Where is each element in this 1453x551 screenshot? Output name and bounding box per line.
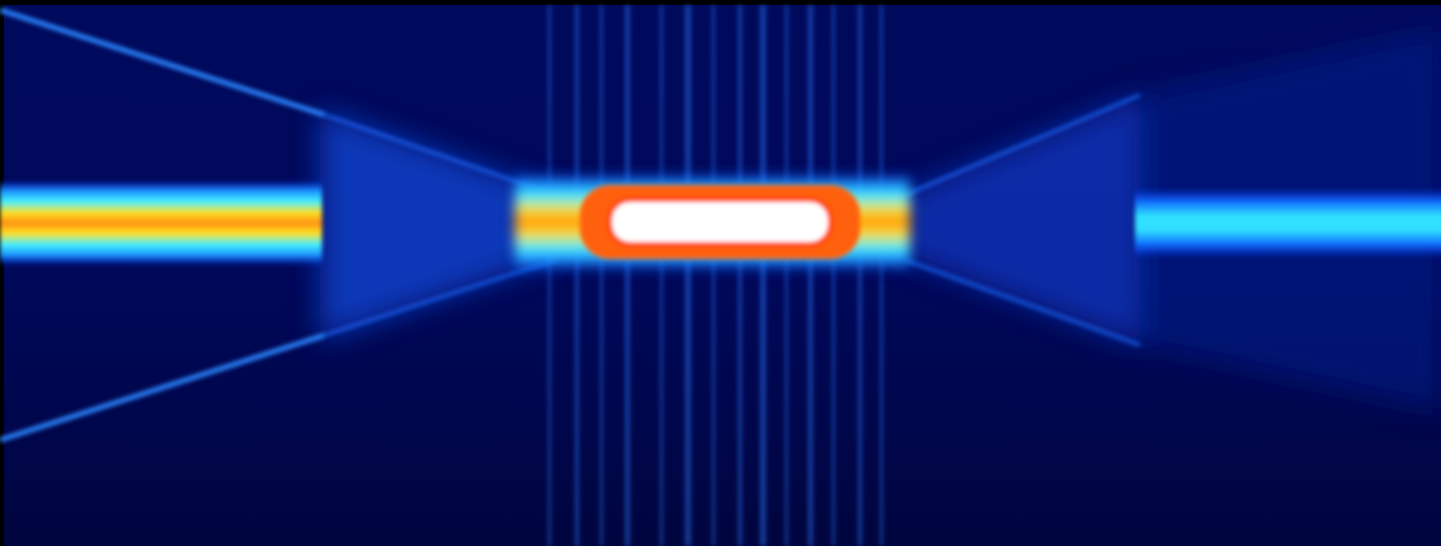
spectrogram-image bbox=[0, 0, 1453, 551]
right-margin bbox=[1441, 0, 1453, 551]
page bbox=[0, 0, 1453, 551]
bottom-margin bbox=[0, 546, 1453, 551]
